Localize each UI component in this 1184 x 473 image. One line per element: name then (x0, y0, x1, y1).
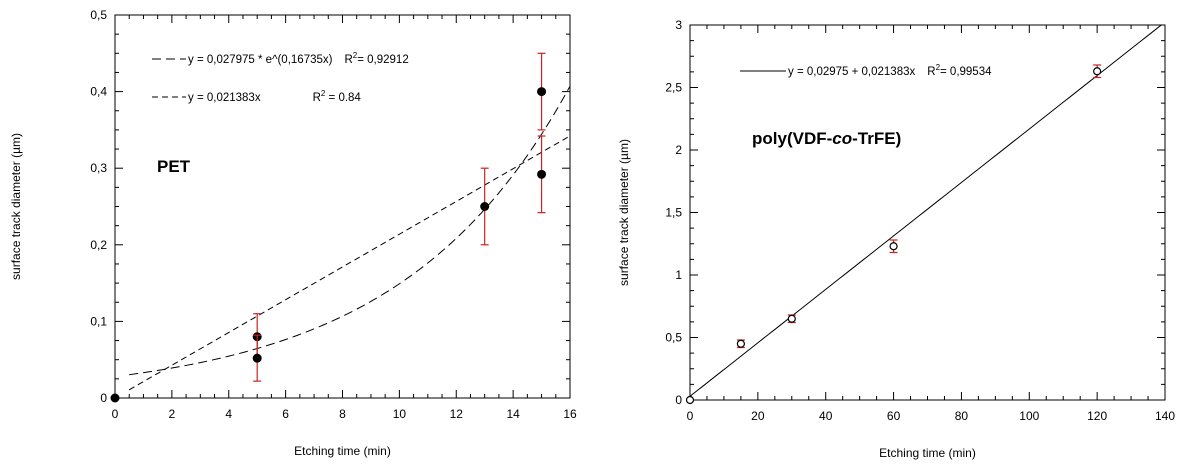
chart-annotation-part: poly(VDF- (752, 129, 832, 148)
y-tick-label: 0,5 (665, 331, 682, 345)
chart-annotation-part: co (832, 129, 852, 148)
linear-fit-line (128, 135, 570, 391)
y-axis-label: surface track diameter (µm) (9, 133, 23, 280)
chart-annotation: poly(VDF-co-TrFE) (752, 129, 901, 148)
y-tick-label: 1,5 (665, 206, 682, 220)
y-tick-label: 0 (100, 391, 107, 405)
y-tick-label: 0,5 (90, 8, 107, 22)
legend-equation: y = 0,02975 + 0,021383x R2= 0,99534 (788, 63, 992, 78)
legend-equation-text: y = 0,021383x (188, 92, 261, 104)
legend-equation: y = 0,021383x R2 = 0.84 (188, 89, 361, 104)
x-tick-label: 14 (506, 407, 520, 421)
y-tick-label: 3 (675, 18, 682, 32)
data-point (537, 87, 547, 97)
data-point (480, 202, 490, 211)
plot-frame (689, 24, 1166, 401)
x-tick-label: 16 (563, 407, 577, 421)
x-tick-label: 140 (1155, 409, 1175, 423)
legend-r2-label: R (313, 92, 321, 104)
x-tick-label: 100 (1019, 409, 1039, 423)
y-tick-label: 0,2 (90, 238, 107, 252)
plot-frame (114, 14, 571, 399)
x-axis-label: Etching time (min) (879, 446, 976, 460)
pvdf-chart: 0 20 40 60 80 100 120 140 0 0,5 1 1,5 2 2,5 3 Etching t… (617, 18, 1175, 460)
y-axis-label: surface track diameter (µm) (617, 139, 631, 286)
x-tick-label: 2 (169, 407, 176, 421)
x-axis-label: Etching time (min) (294, 444, 391, 458)
chart-annotation-part: -TrFE) (852, 129, 901, 148)
legend-r2-value: = 0,99534 (940, 66, 992, 78)
legend-r2-superscript: 2 (353, 51, 358, 60)
y-tick-label: 0,4 (90, 85, 107, 99)
data-point (736, 339, 745, 348)
chart-annotation: PET (157, 157, 191, 176)
y-tick-label: 1 (675, 268, 682, 282)
y-tick-label: 2 (675, 143, 682, 157)
legend-r2-superscript: 2 (936, 63, 941, 72)
legend-r2-value: = 0,92912 (357, 54, 408, 66)
x-tick-label: 0 (687, 409, 694, 423)
data-point (537, 169, 547, 179)
x-tick-label: 6 (282, 407, 289, 421)
y-tick-label: 0,1 (90, 314, 107, 328)
x-tick-label: 10 (393, 407, 407, 421)
legend-r2-value: = 0.84 (325, 92, 361, 104)
x-tick-label: 40 (819, 409, 833, 423)
legend-r2-label: R (344, 54, 352, 66)
x-tick-label: 60 (887, 409, 901, 423)
x-tick-label: 80 (955, 409, 969, 423)
legend-equation-text: y = 0,02975 + 0,021383x (788, 66, 915, 78)
exponential-fit-line (129, 85, 570, 376)
x-tick-label: 0 (112, 407, 119, 421)
data-point (110, 393, 120, 403)
x-tick-label: 8 (339, 407, 346, 421)
legend-equation: y = 0,027975 * e^(0,16735x) R2= 0,92912 (188, 51, 409, 66)
x-tick-label: 12 (450, 407, 464, 421)
x-tick-label: 120 (1087, 409, 1107, 423)
y-tick-label: 0 (675, 393, 682, 407)
legend-equation-text: y = 0,027975 * e^(0,16735x) (188, 54, 333, 66)
data-point (889, 242, 898, 251)
data-point (252, 353, 262, 363)
x-tick-label: 20 (751, 409, 765, 423)
legend-r2-label: R (927, 66, 935, 78)
legend-r2-superscript: 2 (321, 89, 326, 98)
pet-chart: 0 2 4 6 8 10 12 14 16 0 0,1 0,2 0,3 0,4 0,5 Etching tim… (9, 8, 577, 458)
y-tick-label: 0,3 (90, 161, 107, 175)
x-tick-label: 4 (225, 407, 232, 421)
data-point (1093, 67, 1102, 76)
y-tick-label: 2,5 (665, 81, 682, 95)
data-point (685, 395, 695, 405)
data-point (787, 314, 796, 323)
linear-fit-line (690, 25, 1163, 397)
